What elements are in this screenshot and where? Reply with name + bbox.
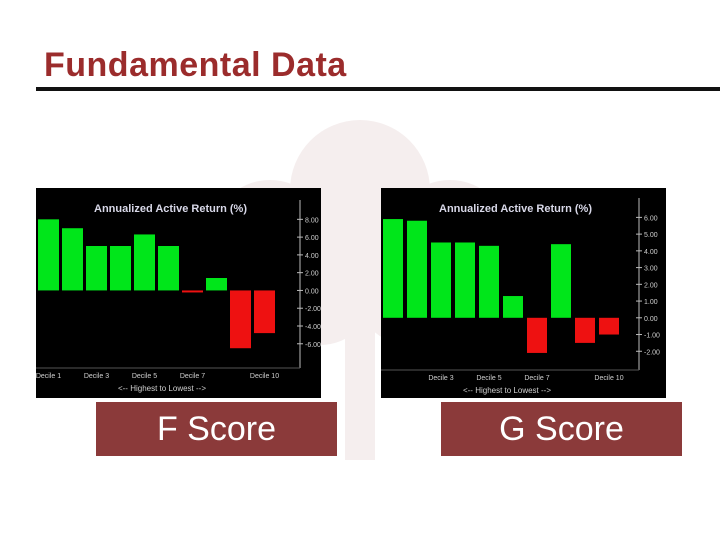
bar-decile-2: [62, 228, 83, 291]
bar-decile-3: [431, 242, 451, 318]
x-axis-label: <-- Highest to Lowest -->: [118, 384, 206, 393]
bar-decile-6: [158, 246, 179, 291]
bar-decile-10: [254, 290, 275, 334]
y-tick-label: 2.00: [305, 271, 319, 278]
x-tick-label: Decile 7: [524, 375, 549, 382]
y-tick-label: 0.00: [644, 316, 658, 323]
y-tick-label: 0.00: [305, 288, 319, 295]
y-tick-label: 5.00: [644, 232, 658, 239]
x-tick-label: Decile 3: [428, 375, 453, 382]
x-tick-label: Decile 7: [180, 373, 205, 380]
y-tick-label: 4.00: [644, 249, 658, 256]
chart-title: Annualized Active Return (%): [94, 203, 247, 215]
bar-decile-9: [575, 317, 595, 343]
x-tick-label: Decile 5: [132, 373, 157, 380]
bar-decile-7: [527, 317, 547, 353]
bar-decile-6: [503, 296, 523, 318]
y-tick-label: -2.00: [305, 306, 321, 313]
g-score-caption: G Score: [441, 402, 682, 456]
bar-decile-3: [86, 246, 107, 291]
bar-decile-4: [110, 246, 131, 291]
bar-decile-8: [206, 278, 227, 291]
y-tick-label: -1.00: [644, 333, 660, 340]
y-tick-label: 3.00: [644, 266, 658, 273]
bar-decile-1: [383, 219, 403, 318]
bar-decile-7: [182, 290, 203, 293]
g-score-chart: Annualized Active Return (%) 6.00 5.00 4.00…: [381, 188, 666, 398]
y-tick-label: 6.00: [305, 235, 319, 242]
y-tick-label: 2.00: [644, 282, 658, 289]
f-score-chart-svg: Annualized Active Return (%) 8.00 6.00 4.00…: [36, 200, 321, 393]
x-tick-label: Decile 5: [476, 375, 501, 382]
x-tick-label: Decile 10: [594, 375, 623, 382]
y-tick-label: 4.00: [305, 253, 319, 260]
bar-decile-10: [599, 317, 619, 335]
title-underline: [36, 87, 720, 91]
x-tick-label: Decile 10: [250, 373, 279, 380]
y-tick-label: 8.00: [305, 217, 319, 224]
bar-decile-5: [134, 234, 155, 291]
slide-title: Fundamental Data: [44, 46, 347, 84]
y-tick-label: -2.00: [644, 349, 660, 356]
f-score-caption: F Score: [96, 402, 337, 456]
x-tick-label: Decile 1: [36, 373, 61, 380]
bar-decile-5: [479, 245, 499, 318]
bar-decile-1: [38, 219, 59, 291]
g-score-chart-svg: Annualized Active Return (%) 6.00 5.00 4.00…: [381, 198, 660, 395]
bar-decile-9: [230, 290, 251, 349]
bar-decile-2: [407, 220, 427, 318]
y-tick-label: -4.00: [305, 324, 321, 331]
bar-decile-8: [551, 244, 571, 318]
y-tick-label: 1.00: [644, 299, 658, 306]
bar-decile-4: [455, 242, 475, 318]
y-tick-label: -6.00: [305, 342, 321, 349]
y-tick-label: 6.00: [644, 215, 658, 222]
x-tick-label: Decile 3: [84, 373, 109, 380]
f-score-chart: Annualized Active Return (%) 8.00 6.00 4.00…: [36, 188, 321, 398]
chart-title: Annualized Active Return (%): [439, 203, 592, 215]
x-axis-label: <-- Highest to Lowest -->: [463, 386, 551, 395]
